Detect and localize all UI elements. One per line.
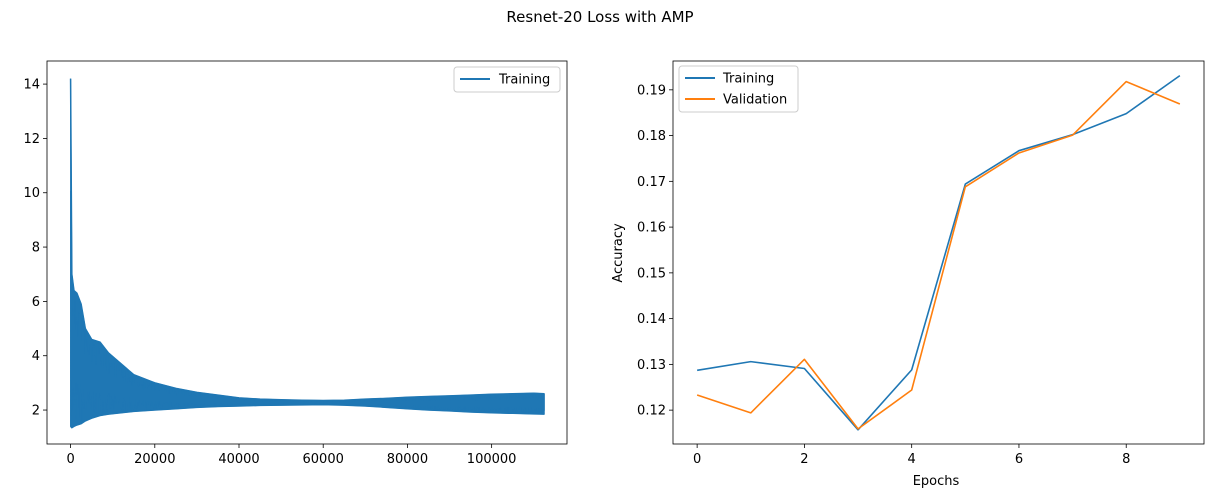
accuracy-legend-label-training: Training [722, 72, 774, 87]
accuracy-y-tick-label: 0.13 [637, 358, 666, 373]
accuracy-line-training [697, 74, 1181, 431]
loss-legend: Training [453, 66, 561, 93]
loss-training-band [70, 78, 545, 429]
loss-y-tick-label: 8 [32, 241, 40, 256]
loss-training-noise [70, 179, 545, 427]
accuracy-y-tick-label: 0.19 [637, 83, 666, 98]
loss-y-tick-label: 6 [32, 295, 40, 310]
accuracy-x-tick-label: 2 [800, 452, 808, 467]
accuracy-series [696, 74, 1181, 431]
accuracy-legend-label-validation: Validation [723, 93, 787, 108]
accuracy-y-tick-label: 0.15 [637, 266, 666, 281]
loss-legend-box [453, 66, 561, 93]
loss-legend-label-training: Training [498, 73, 550, 88]
accuracy-y-tick-label: 0.16 [637, 221, 666, 236]
loss-x-tick-label: 100000 [467, 452, 517, 467]
loss-chart: 0 20000 40000 60000 80000 100000 2 4 6 8 10 12 14 Tr… [23, 60, 568, 467]
accuracy-ticks: 0 2 4 6 8 0.12 0.13 0.14 0.15 0.16 0.17 0.18 0.19 [637, 83, 1130, 467]
accuracy-chart: 0 2 4 6 8 0.12 0.13 0.14 0.15 0.16 0.17 0.18 0.19 Tr… [611, 60, 1205, 489]
accuracy-x-tick-label: 8 [1122, 452, 1130, 467]
accuracy-x-tick-label: 4 [908, 452, 916, 467]
figure-title: Resnet-20 Loss with AMP [506, 8, 693, 26]
accuracy-axes-frame [672, 60, 1205, 445]
loss-x-tick-label: 40000 [218, 452, 259, 467]
loss-y-tick-label: 12 [23, 132, 40, 147]
accuracy-line-validation [696, 80, 1181, 430]
accuracy-x-tick-label: 6 [1015, 452, 1023, 467]
loss-training-lower-line [70, 403, 545, 429]
loss-axes-frame [46, 60, 568, 445]
accuracy-legend: Training Validation [678, 65, 799, 113]
loss-y-tick-label: 2 [32, 404, 40, 419]
loss-x-tick-label: 20000 [134, 452, 175, 467]
loss-y-tick-label: 14 [23, 78, 40, 93]
accuracy-y-axis-label: Accuracy [611, 223, 626, 283]
loss-y-tick-label: 10 [23, 186, 40, 201]
accuracy-x-tick-label: 0 [693, 452, 701, 467]
loss-training-upper-line [69, 78, 545, 402]
loss-x-tick-label: 0 [66, 452, 74, 467]
accuracy-y-tick-label: 0.18 [637, 129, 666, 144]
accuracy-y-tick-label: 0.17 [637, 175, 666, 190]
loss-x-tick-label: 80000 [387, 452, 428, 467]
loss-ticks: 0 20000 40000 60000 80000 100000 2 4 6 8 10 12 14 [23, 78, 516, 467]
accuracy-y-tick-label: 0.12 [637, 404, 666, 419]
accuracy-y-tick-label: 0.14 [637, 312, 666, 327]
loss-x-tick-label: 60000 [303, 452, 344, 467]
loss-series [69, 78, 545, 429]
loss-y-tick-label: 4 [32, 349, 40, 364]
accuracy-x-axis-label: Epochs [913, 474, 960, 489]
